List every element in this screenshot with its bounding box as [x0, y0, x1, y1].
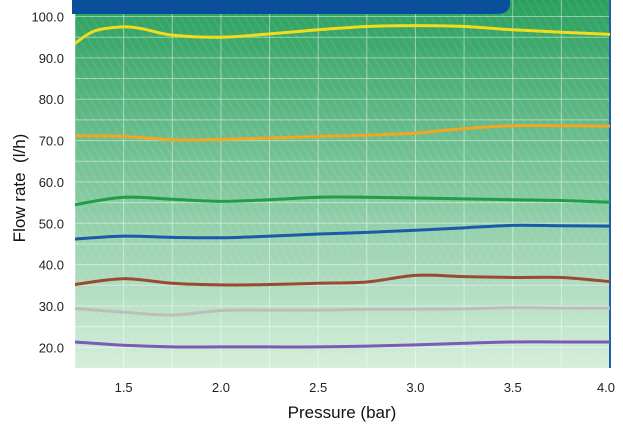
y-tick-label: 30.0 [39, 299, 64, 314]
x-tick-label: 2.5 [309, 380, 327, 395]
series-line-3 [75, 195, 610, 207]
y-axis-title: Flow rate (l/h) [10, 134, 29, 243]
y-tick-label: 90.0 [39, 51, 64, 66]
y-tick-label: 20.0 [39, 340, 64, 355]
x-tick-label: 3.5 [504, 380, 522, 395]
series-line-5 [75, 273, 610, 287]
series-line-2 [75, 123, 610, 142]
y-tick-label: 60.0 [39, 175, 64, 190]
series-line-1 [75, 24, 610, 45]
series-line-7 [75, 340, 610, 349]
series-lines [75, 24, 610, 349]
x-tick-label: 1.5 [115, 380, 133, 395]
series-line-6 [75, 306, 610, 317]
header-tab [72, 0, 510, 14]
series-line-4 [75, 223, 610, 241]
x-tick-label: 4.0 [597, 380, 615, 395]
x-tick-labels: 1.5 2.0 2.5 3.0 3.5 4.0 [115, 380, 615, 395]
x-tick-label: 3.0 [406, 380, 424, 395]
y-tick-label: 80.0 [39, 92, 64, 107]
x-tick-label: 2.0 [212, 380, 230, 395]
plot-texture [75, 0, 610, 368]
y-tick-label: 70.0 [39, 134, 64, 149]
x-axis-title: Pressure (bar) [288, 403, 397, 422]
y-tick-labels: 20.0 30.0 40.0 50.0 60.0 70.0 80.0 90.0 100.0 [31, 10, 64, 356]
y-tick-label: 50.0 [39, 216, 64, 231]
y-tick-label: 40.0 [39, 258, 64, 273]
y-tick-label: 100.0 [31, 10, 64, 25]
